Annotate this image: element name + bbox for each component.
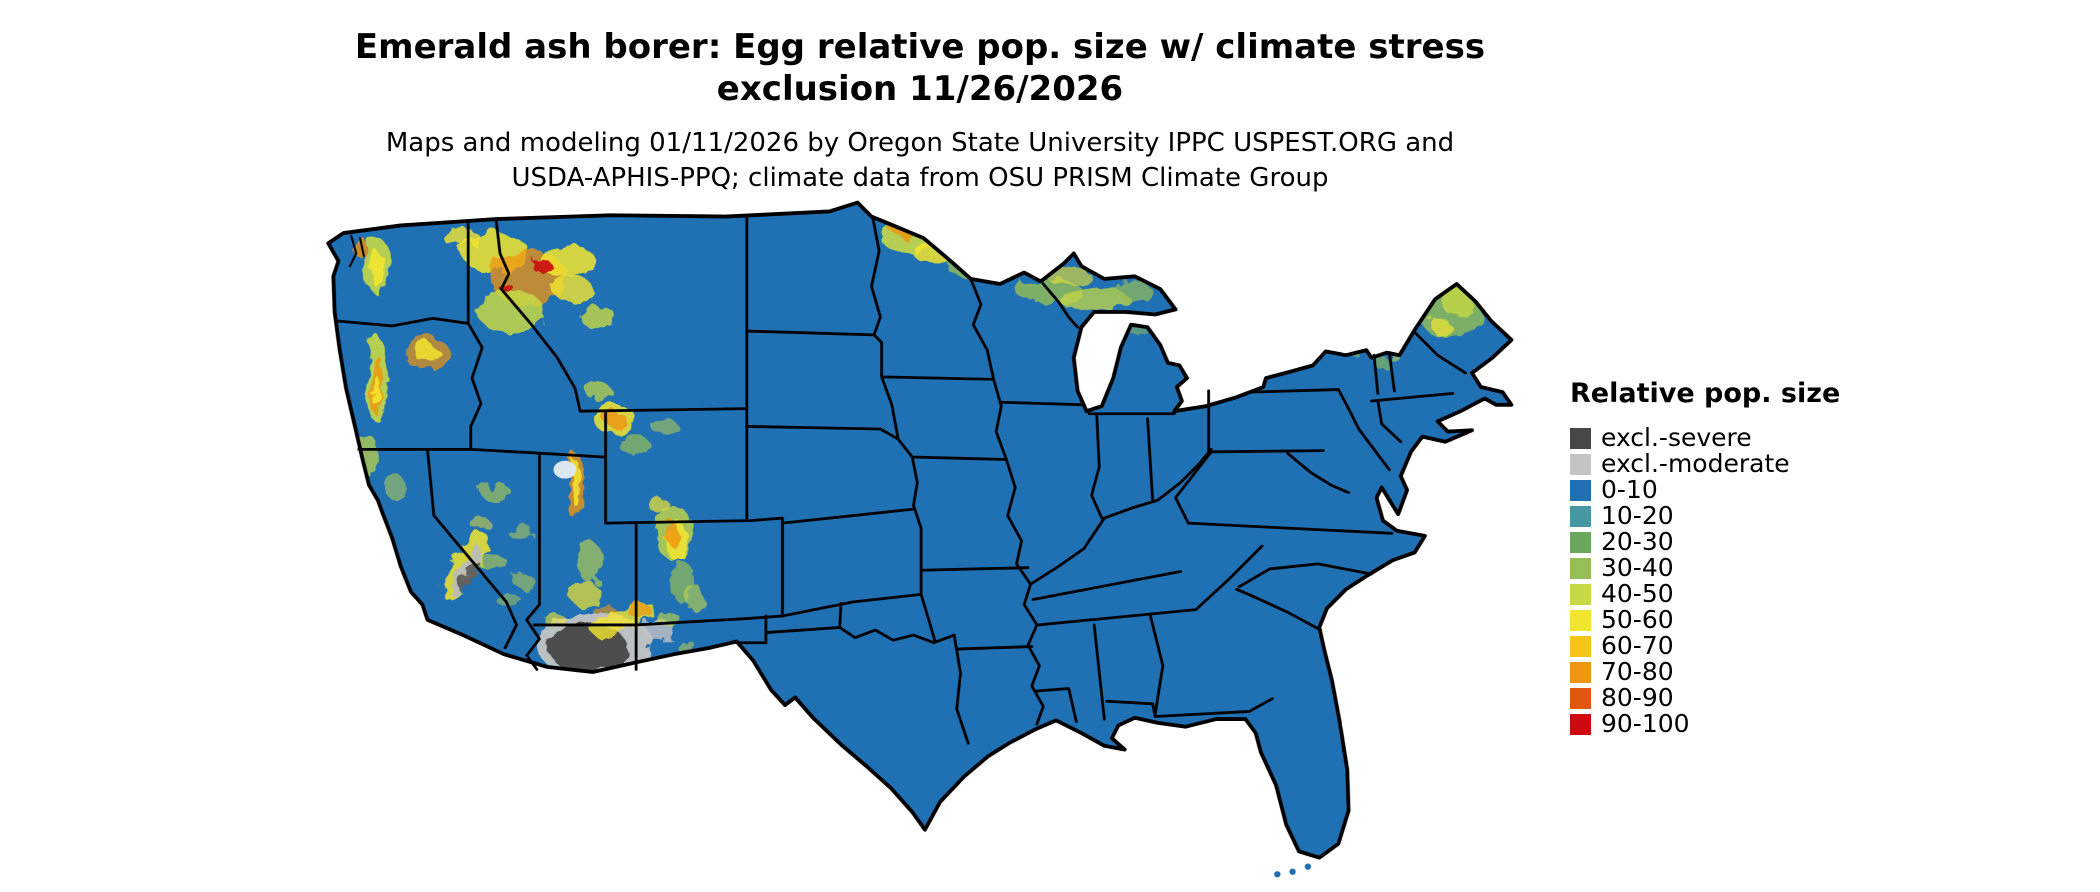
legend-item-label: 20-30 — [1601, 527, 1674, 556]
legend-item-label: 0-10 — [1601, 475, 1658, 504]
legend-item: 40-50 — [1570, 581, 1840, 607]
legend-swatch — [1570, 713, 1591, 735]
legend-item-label: 40-50 — [1601, 579, 1674, 608]
legend-item: 80-90 — [1570, 685, 1840, 711]
page-subtitle: Maps and modeling 01/11/2026 by Oregon S… — [170, 126, 1670, 196]
legend: Relative pop. size excl.-severe excl.-mod… — [1570, 378, 1840, 737]
legend-item: 50-60 — [1570, 607, 1840, 633]
legend-item-label: 70-80 — [1601, 657, 1674, 686]
legend-item: 10-20 — [1570, 503, 1840, 529]
legend-item-label: 90-100 — [1601, 709, 1690, 738]
legend-swatch — [1570, 427, 1591, 449]
legend-item-label: 50-60 — [1601, 605, 1674, 634]
population-heat-patches — [353, 224, 1484, 679]
state-borders — [334, 215, 1467, 745]
florida-keys — [1274, 863, 1312, 878]
legend-item-label: excl.-moderate — [1601, 449, 1790, 478]
legend-swatch — [1570, 505, 1591, 527]
legend-swatch — [1570, 583, 1591, 605]
subtitle-line-2: USDA-APHIS-PPQ; climate data from OSU PR… — [511, 163, 1329, 193]
legend-swatch — [1570, 609, 1591, 631]
page-title: Emerald ash borer: Egg relative pop. siz… — [170, 26, 1670, 110]
legend-item: excl.-moderate — [1570, 451, 1840, 477]
legend-item: 60-70 — [1570, 633, 1840, 659]
legend-swatch — [1570, 453, 1591, 475]
legend-swatch — [1570, 531, 1591, 553]
title-line-2: exclusion 11/26/2026 — [716, 69, 1124, 109]
legend-item: 70-80 — [1570, 659, 1840, 685]
legend-title: Relative pop. size — [1570, 378, 1841, 409]
legend-item-label: excl.-severe — [1601, 423, 1752, 452]
subtitle-line-1: Maps and modeling 01/11/2026 by Oregon S… — [385, 128, 1455, 158]
great-salt-lake — [553, 460, 577, 479]
legend-items: excl.-severe excl.-moderate 0-10 10-20 20-30… — [1570, 425, 1840, 737]
legend-item-label: 60-70 — [1601, 631, 1674, 660]
legend-swatch — [1570, 479, 1591, 501]
legend-item-label: 10-20 — [1601, 501, 1674, 530]
legend-item: 20-30 — [1570, 529, 1840, 555]
legend-swatch — [1570, 687, 1591, 709]
legend-swatch — [1570, 635, 1591, 657]
legend-item-label: 30-40 — [1601, 553, 1674, 582]
legend-item: 30-40 — [1570, 555, 1840, 581]
legend-item-label: 80-90 — [1601, 683, 1674, 712]
legend-swatch — [1570, 557, 1591, 579]
legend-item: excl.-severe — [1570, 425, 1840, 451]
coast-details — [348, 234, 1312, 878]
legend-item: 90-100 — [1570, 711, 1840, 737]
title-line-1: Emerald ash borer: Egg relative pop. siz… — [354, 27, 1486, 67]
legend-item: 0-10 — [1570, 477, 1840, 503]
legend-swatch — [1570, 661, 1591, 683]
us-map — [305, 200, 1527, 887]
puget-sound — [348, 234, 365, 268]
